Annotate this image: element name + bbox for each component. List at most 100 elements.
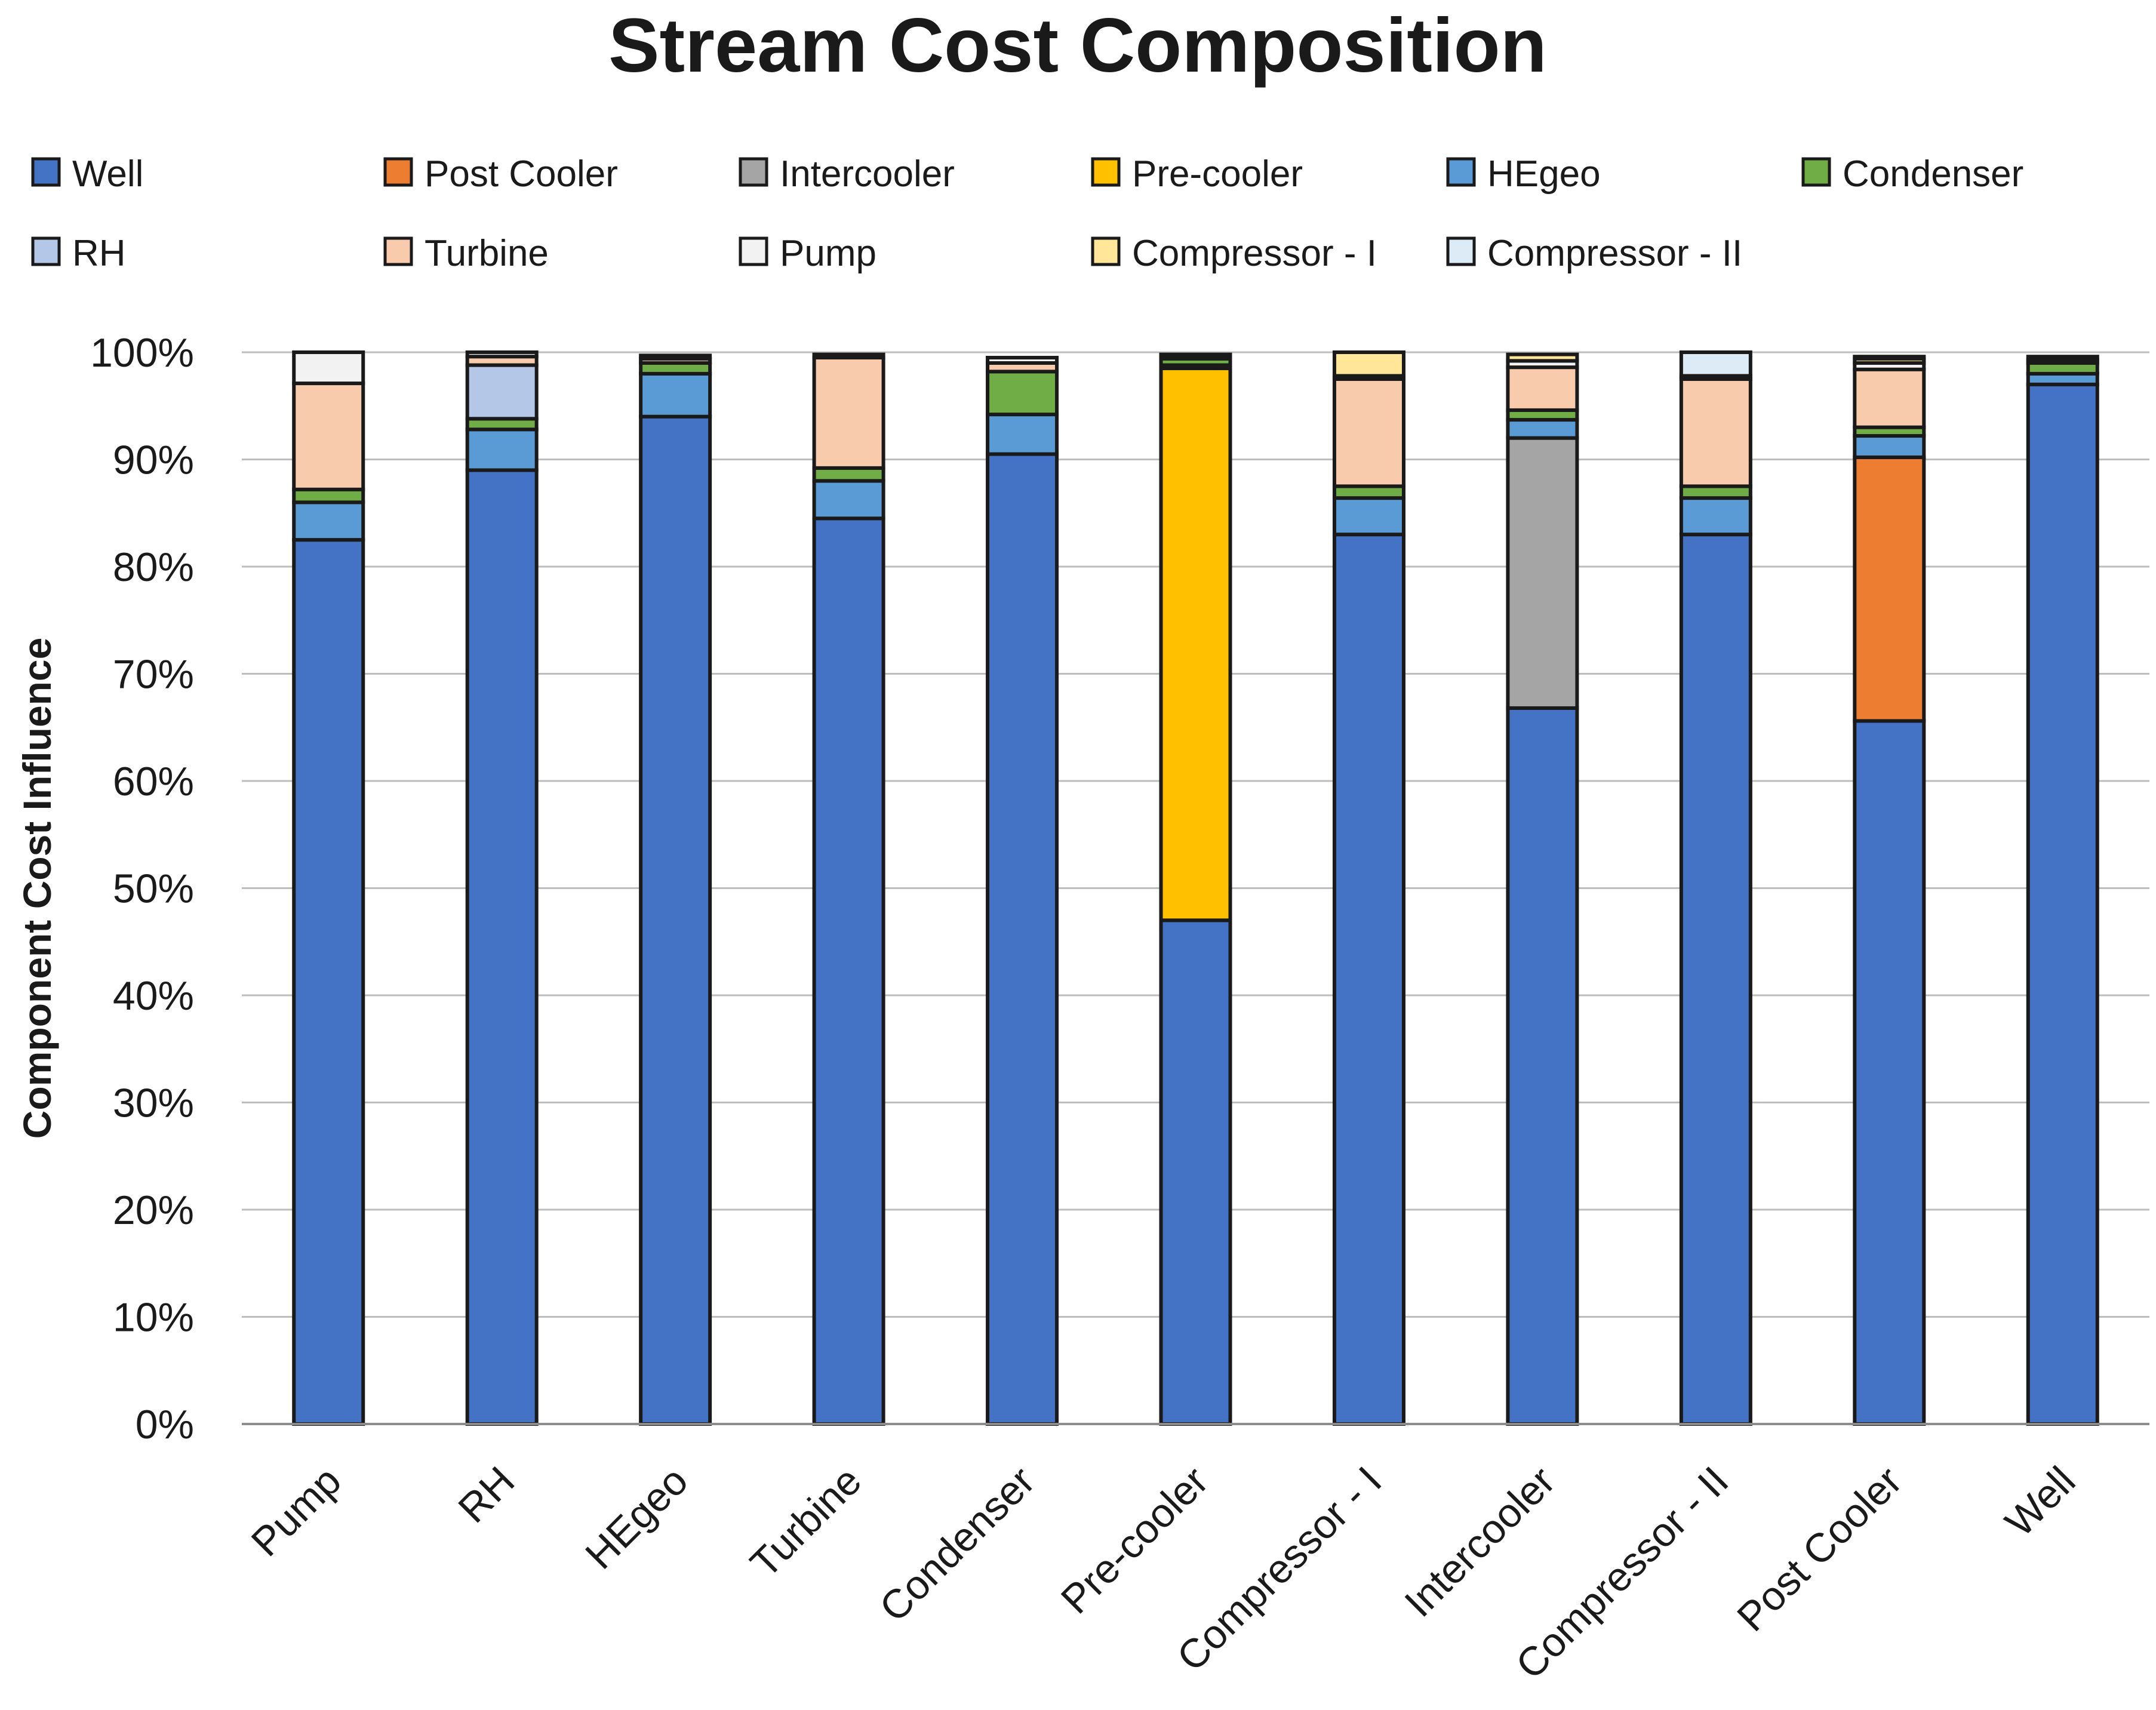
bar-segment-pre-cooler-well <box>1159 918 1232 1426</box>
bar-segment-condenser-pump <box>986 355 1059 365</box>
bar-segment-condenser-hegeo <box>986 413 1059 456</box>
legend-swatch-rh <box>31 236 61 266</box>
legend-item-hegeo: HEgeo <box>1446 153 1601 195</box>
bar-segment-turbine-condenser <box>812 466 885 483</box>
y-tick-label: 60% <box>113 759 194 804</box>
legend-swatch-pump <box>739 236 768 266</box>
bar-segment-hegeo-well <box>639 414 712 1426</box>
bar-segment-pre-cooler-pump <box>1159 352 1232 359</box>
bar-rh <box>465 350 539 1426</box>
y-tick-label: 10% <box>113 1295 194 1340</box>
y-tick-label: 50% <box>113 866 194 912</box>
legend-swatch-pre-cooler <box>1091 157 1121 187</box>
bar-segment-turbine-pump <box>812 352 885 359</box>
legend-item-well: Well <box>31 153 143 195</box>
bar-segment-rh-pump <box>465 350 539 359</box>
legend-item-intercooler: Intercooler <box>739 153 955 195</box>
legend-swatch-compressor-i <box>1091 236 1121 266</box>
legend-label-compressor-ii: Compressor - II <box>1487 233 1742 274</box>
bar-hegeo <box>639 353 712 1426</box>
legend-label-pump: Pump <box>780 233 876 274</box>
bar-segment-rh-rh <box>465 363 539 421</box>
bar-well <box>2026 355 2099 1426</box>
bar-segment-compressor-i-compressor-i <box>1332 350 1405 378</box>
bars <box>292 350 2099 1426</box>
bar-post-cooler <box>1853 355 1926 1426</box>
bar-segment-post-cooler-turbine <box>1853 367 1926 429</box>
bar-intercooler <box>1506 352 1579 1426</box>
legend-label-compressor-i: Compressor - I <box>1132 233 1377 274</box>
y-tick-label: 100% <box>90 330 194 376</box>
bar-segment-condenser-condenser <box>986 370 1059 417</box>
bar-segment-compressor-ii-compressor-ii <box>1679 350 1752 378</box>
legend-label-post-cooler: Post Cooler <box>425 153 618 195</box>
legend-item-pump: Pump <box>739 233 876 274</box>
legend-item-post-cooler: Post Cooler <box>383 153 618 195</box>
bar-segment-turbine-well <box>812 516 885 1426</box>
bar-segment-post-cooler-post-cooler <box>1853 455 1926 723</box>
bar-segment-pump-condenser <box>292 487 365 505</box>
legend-swatch-well <box>31 157 61 187</box>
bar-segment-compressor-ii-hegeo <box>1679 496 1752 537</box>
x-tick-label-condenser: Condenser <box>871 1458 1044 1631</box>
bar-segment-well-pump <box>2026 355 2099 362</box>
y-axis-ticks: 0% 10% 20% 30% 40% 50% 60% 70% 80% 90% 100% <box>90 330 194 1447</box>
legend-swatch-compressor-ii <box>1446 236 1476 266</box>
bar-segment-hegeo-hegeo <box>639 371 712 419</box>
x-tick-label-well: Well <box>1997 1458 2084 1545</box>
bar-segment-compressor-ii-turbine <box>1679 377 1752 488</box>
bar-pre-cooler <box>1159 352 1232 1426</box>
y-tick-label: 80% <box>113 545 194 590</box>
legend-item-rh: RH <box>31 233 126 274</box>
bar-compressor-i <box>1332 350 1405 1426</box>
y-tick-label: 90% <box>113 438 194 483</box>
bar-segment-pump-hegeo <box>292 500 365 542</box>
y-tick-label: 70% <box>113 652 194 697</box>
bar-segment-compressor-i-hegeo <box>1332 496 1405 537</box>
x-tick-label-intercooler: Intercooler <box>1396 1458 1564 1626</box>
bar-segment-turbine-turbine <box>812 355 885 470</box>
legend-label-well: Well <box>72 153 143 195</box>
bar-segment-hegeo-pump <box>639 353 712 361</box>
bar-segment-post-cooler-well <box>1853 719 1926 1426</box>
legend-label-condenser: Condenser <box>1843 153 2023 195</box>
chart-title: Stream Cost Composition <box>608 3 1547 88</box>
legend-swatch-hegeo <box>1446 157 1476 187</box>
legend-item-pre-cooler: Pre-cooler <box>1091 153 1303 195</box>
y-axis-label: Component Cost Influence <box>15 638 59 1139</box>
bar-segment-intercooler-compressor-i <box>1506 352 1579 363</box>
x-tick-label-turbine: Turbine <box>742 1458 870 1586</box>
y-tick-label: 30% <box>113 1081 194 1126</box>
bar-segment-pump-turbine <box>292 382 365 491</box>
legend-item-compressor-i: Compressor - I <box>1091 233 1377 274</box>
legend-label-rh: RH <box>72 233 126 274</box>
bar-segment-intercooler-hegeo <box>1506 418 1579 440</box>
bar-turbine <box>812 352 885 1426</box>
legend-label-pre-cooler: Pre-cooler <box>1132 153 1303 195</box>
bar-segment-well-well <box>2026 382 2099 1426</box>
bar-segment-intercooler-well <box>1506 706 1579 1426</box>
x-tick-label-pre-cooler: Pre-cooler <box>1053 1458 1217 1623</box>
bar-segment-intercooler-turbine <box>1506 365 1579 412</box>
legend-swatch-intercooler <box>739 157 768 187</box>
x-tick-label-rh: RH <box>450 1458 523 1531</box>
bar-segment-condenser-well <box>986 452 1059 1426</box>
legend-label-turbine: Turbine <box>425 233 549 274</box>
legend-item-turbine: Turbine <box>383 233 549 274</box>
legend-swatch-post-cooler <box>383 157 413 187</box>
bar-segment-pump-pump <box>292 350 365 386</box>
x-tick-label-pump: Pump <box>242 1458 349 1565</box>
legend-label-intercooler: Intercooler <box>780 153 955 195</box>
bar-segment-turbine-hegeo <box>812 479 885 521</box>
legend-swatch-condenser <box>1801 157 1831 187</box>
bar-segment-pre-cooler-pre-cooler <box>1159 366 1232 922</box>
bar-condenser <box>986 355 1059 1426</box>
bar-segment-compressor-i-well <box>1332 533 1405 1426</box>
legend-item-condenser: Condenser <box>1801 153 2023 195</box>
bar-segment-compressor-ii-well <box>1679 533 1752 1426</box>
x-tick-label-post-cooler: Post Cooler <box>1729 1458 1911 1640</box>
bar-segment-compressor-i-turbine <box>1332 377 1405 488</box>
legend-swatch-turbine <box>383 236 413 266</box>
legend: Well Post Cooler Intercooler Pre-cooler HEge… <box>31 153 2023 274</box>
